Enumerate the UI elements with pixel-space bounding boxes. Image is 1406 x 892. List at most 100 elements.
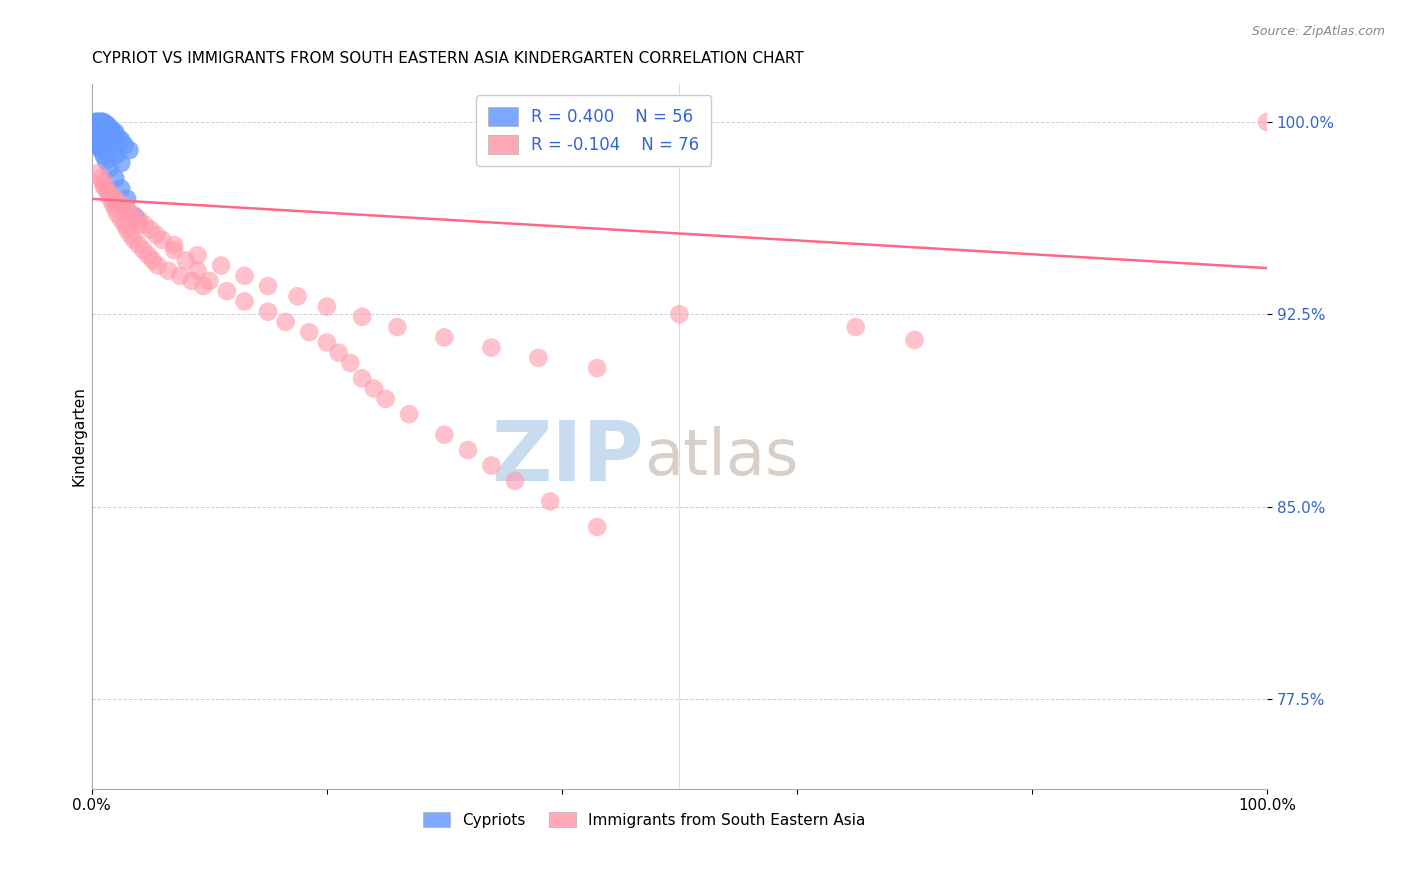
Point bbox=[93, 120, 115, 134]
Point bbox=[339, 356, 361, 370]
Point bbox=[1256, 115, 1278, 129]
Point bbox=[93, 130, 115, 145]
Point bbox=[100, 192, 122, 206]
Text: atlas: atlas bbox=[644, 426, 799, 488]
Point bbox=[100, 122, 122, 136]
Point bbox=[86, 125, 108, 139]
Point bbox=[98, 138, 121, 153]
Point bbox=[104, 192, 127, 206]
Point bbox=[180, 274, 202, 288]
Point bbox=[98, 186, 121, 201]
Point bbox=[94, 181, 117, 195]
Point bbox=[538, 494, 561, 508]
Point bbox=[163, 243, 186, 257]
Point bbox=[96, 136, 118, 150]
Point bbox=[86, 166, 108, 180]
Point bbox=[122, 207, 145, 221]
Point bbox=[257, 279, 280, 293]
Point bbox=[98, 161, 121, 175]
Point bbox=[115, 202, 138, 216]
Point bbox=[233, 294, 256, 309]
Point bbox=[187, 263, 209, 277]
Point bbox=[90, 120, 112, 134]
Point bbox=[257, 304, 280, 318]
Point bbox=[84, 122, 107, 136]
Point bbox=[87, 115, 110, 129]
Point bbox=[91, 130, 114, 145]
Point bbox=[146, 259, 169, 273]
Point bbox=[91, 115, 114, 129]
Point bbox=[105, 148, 128, 162]
Point bbox=[433, 427, 456, 442]
Point bbox=[363, 382, 385, 396]
Point bbox=[104, 202, 127, 216]
Point bbox=[86, 118, 108, 132]
Point bbox=[86, 122, 108, 136]
Point bbox=[89, 118, 111, 132]
Point bbox=[110, 133, 132, 147]
Point bbox=[101, 197, 124, 211]
Point bbox=[94, 120, 117, 134]
Point bbox=[87, 120, 110, 134]
Point bbox=[120, 227, 142, 242]
Point bbox=[86, 136, 108, 150]
Point bbox=[433, 330, 456, 344]
Point bbox=[193, 279, 215, 293]
Point bbox=[457, 443, 479, 458]
Point bbox=[134, 218, 156, 232]
Point bbox=[93, 118, 115, 132]
Point bbox=[352, 371, 374, 385]
Point bbox=[93, 179, 115, 194]
Point bbox=[100, 122, 122, 136]
Point bbox=[398, 407, 420, 421]
Point bbox=[586, 520, 609, 534]
Legend: Cypriots, Immigrants from South Eastern Asia: Cypriots, Immigrants from South Eastern … bbox=[416, 805, 872, 834]
Point bbox=[198, 274, 221, 288]
Point bbox=[298, 325, 321, 339]
Point bbox=[503, 474, 526, 488]
Point bbox=[96, 118, 118, 132]
Point bbox=[274, 315, 297, 329]
Point bbox=[114, 218, 136, 232]
Point bbox=[90, 143, 112, 157]
Point bbox=[93, 133, 115, 147]
Point bbox=[169, 268, 191, 283]
Point bbox=[114, 138, 136, 153]
Point bbox=[145, 227, 167, 242]
Point bbox=[94, 118, 117, 132]
Point bbox=[215, 284, 238, 298]
Point bbox=[110, 212, 132, 227]
Point bbox=[115, 192, 138, 206]
Point bbox=[97, 120, 120, 134]
Point bbox=[110, 197, 132, 211]
Point bbox=[93, 148, 115, 162]
Point bbox=[479, 341, 502, 355]
Point bbox=[903, 333, 925, 347]
Point bbox=[90, 115, 112, 129]
Point bbox=[94, 133, 117, 147]
Point bbox=[157, 263, 180, 277]
Point bbox=[287, 289, 309, 303]
Point bbox=[845, 320, 868, 334]
Point bbox=[84, 115, 107, 129]
Point bbox=[104, 171, 127, 186]
Point bbox=[89, 128, 111, 142]
Point bbox=[209, 259, 232, 273]
Point bbox=[387, 320, 409, 334]
Point bbox=[136, 248, 159, 262]
Point bbox=[118, 143, 141, 157]
Point bbox=[110, 181, 132, 195]
Point bbox=[139, 222, 162, 236]
Point bbox=[107, 207, 129, 221]
Point bbox=[527, 351, 550, 365]
Point bbox=[315, 335, 337, 350]
Point bbox=[90, 128, 112, 142]
Point bbox=[668, 307, 690, 321]
Point bbox=[128, 212, 150, 227]
Point bbox=[110, 156, 132, 170]
Point bbox=[374, 392, 396, 406]
Point bbox=[94, 153, 117, 168]
Point bbox=[89, 140, 111, 154]
Point bbox=[132, 243, 155, 257]
Point bbox=[93, 115, 115, 129]
